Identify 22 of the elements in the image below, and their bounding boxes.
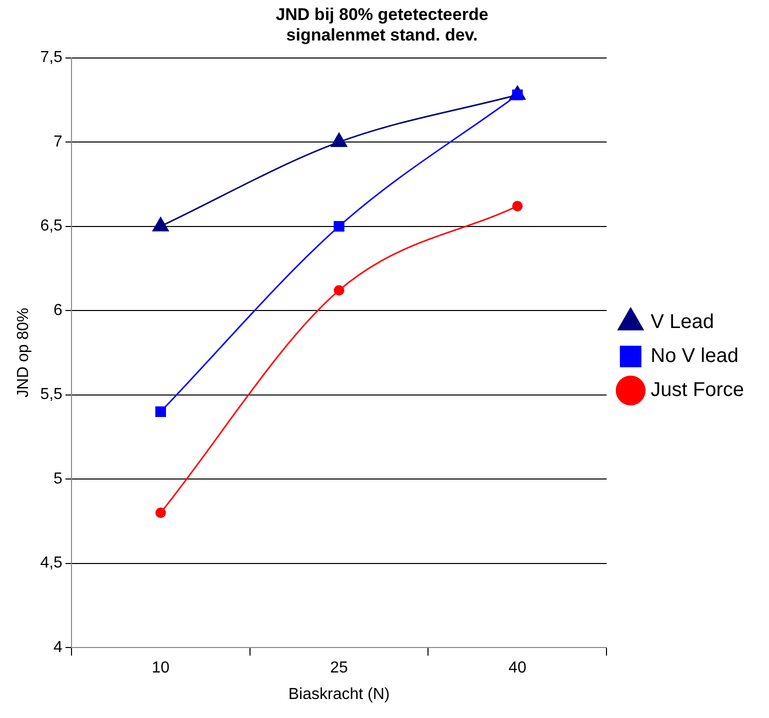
y-axis-title: JND op 80%: [15, 308, 32, 398]
y-tick-label: 4,5: [40, 554, 63, 572]
x-tick-label: 40: [508, 660, 526, 677]
y-tick-label: 4: [54, 639, 63, 656]
point: [334, 220, 344, 232]
legend-label: Just Force: [650, 379, 744, 402]
x-tick-label: 10: [152, 660, 170, 677]
legend-label: V Lead: [650, 311, 714, 334]
x-axis-title: Biaskracht (N): [288, 686, 390, 703]
y-tick-label: 5: [54, 470, 63, 488]
y-tick-label: 6,5: [40, 218, 63, 235]
y-tick-label: 5,5: [40, 386, 63, 404]
legend-label: No V lead: [650, 345, 738, 368]
point: [512, 200, 523, 212]
point: [155, 406, 166, 418]
point: [334, 285, 344, 296]
y-tick-label: 7,5: [40, 49, 63, 66]
y-tick-label: 6: [54, 302, 63, 319]
point: [155, 508, 166, 518]
y-tick-label: 7: [54, 133, 63, 150]
x-tick-label: 25: [330, 660, 348, 677]
chart-title: JND bij 80% getetecteerde signalenmet stand. dev.: [276, 4, 488, 44]
